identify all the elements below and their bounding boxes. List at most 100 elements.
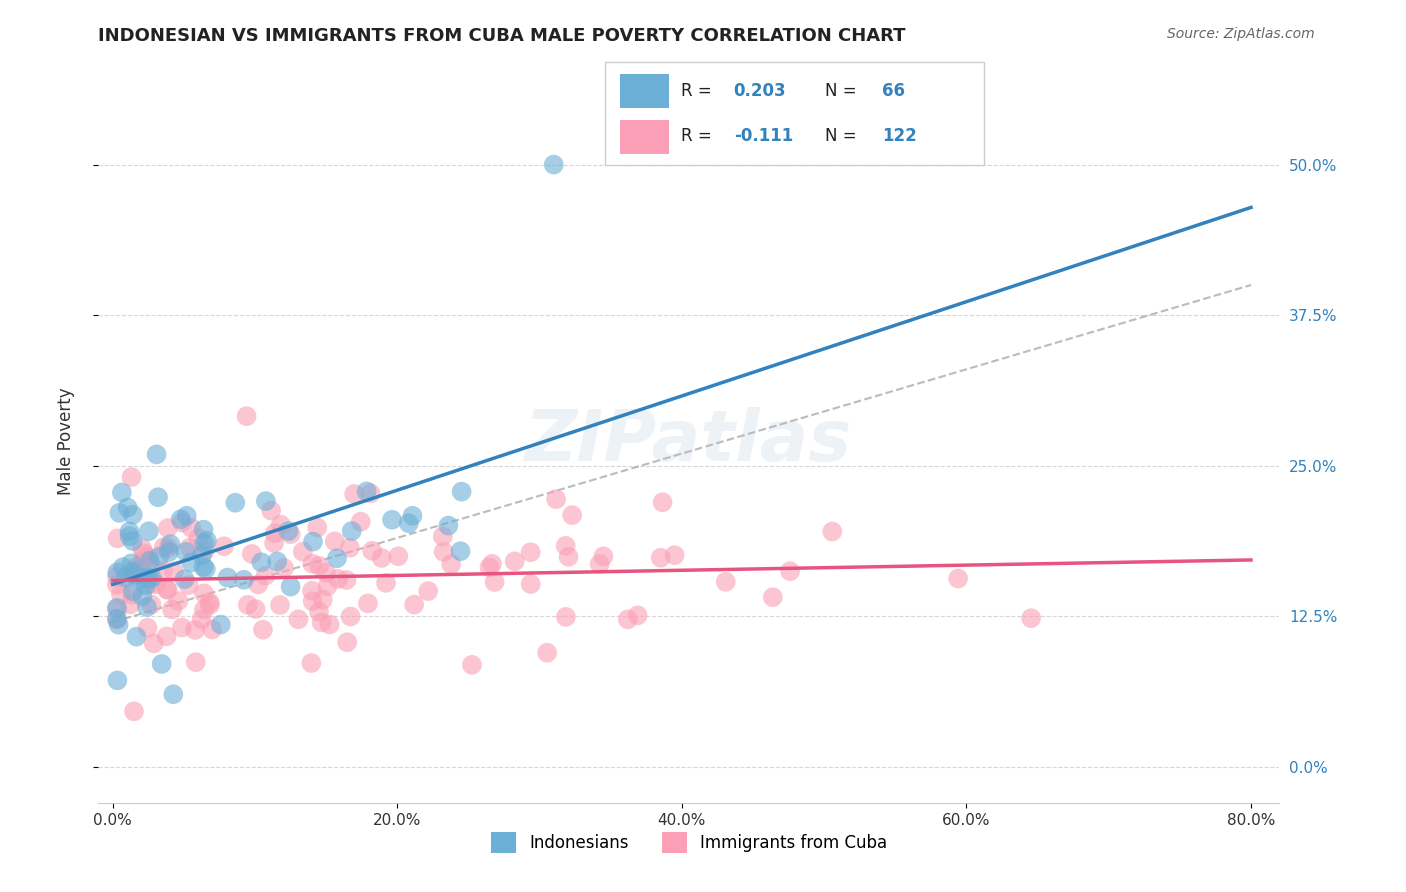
Immigrants from Cuba (592, 549, 614, 564)
Immigrants from Cuba (554, 610, 576, 624)
Indonesians (180, 556, 202, 570)
Immigrants from Cuba (120, 598, 142, 612)
Indonesians (450, 544, 472, 558)
Immigrants from Cuba (184, 655, 207, 669)
Immigrants from Cuba (138, 577, 160, 591)
Immigrants from Cuba (190, 612, 212, 626)
Immigrants from Cuba (484, 574, 506, 589)
Text: 0.203: 0.203 (734, 82, 786, 100)
Indonesians (280, 580, 302, 594)
Immigrants from Cuba (263, 526, 285, 541)
Bar (620, 120, 669, 153)
Immigrants from Cuba (240, 547, 263, 561)
Text: -0.111: -0.111 (734, 128, 793, 145)
Indonesians (326, 551, 349, 566)
Immigrants from Cuba (121, 470, 143, 484)
Indonesians (138, 572, 160, 586)
Indonesians (124, 564, 146, 578)
Immigrants from Cuba (357, 596, 380, 610)
Immigrants from Cuba (125, 560, 148, 574)
Indonesians (121, 508, 143, 522)
Immigrants from Cuba (588, 557, 610, 571)
Immigrants from Cuba (779, 564, 801, 578)
Immigrants from Cuba (1019, 611, 1042, 625)
Immigrants from Cuba (184, 623, 207, 637)
Immigrants from Cuba (163, 564, 186, 578)
Legend: Indonesians, Immigrants from Cuba: Indonesians, Immigrants from Cuba (484, 826, 894, 860)
Immigrants from Cuba (273, 561, 295, 575)
Immigrants from Cuba (316, 579, 339, 593)
Immigrants from Cuba (308, 558, 330, 573)
Indonesians (159, 537, 181, 551)
Indonesians (174, 545, 197, 559)
Indonesians (105, 673, 128, 688)
Immigrants from Cuba (107, 532, 129, 546)
Immigrants from Cuba (270, 517, 292, 532)
Immigrants from Cuba (433, 545, 456, 559)
Indonesians (114, 570, 136, 584)
Immigrants from Cuba (301, 557, 323, 571)
Indonesians (136, 599, 159, 614)
Indonesians (145, 447, 167, 461)
Indonesians (217, 570, 239, 584)
Indonesians (136, 571, 159, 585)
Immigrants from Cuba (308, 605, 330, 619)
Indonesians (437, 518, 460, 533)
Immigrants from Cuba (287, 612, 309, 626)
Indonesians (118, 529, 141, 543)
Immigrants from Cuba (236, 598, 259, 612)
Indonesians (193, 536, 215, 550)
Y-axis label: Male Poverty: Male Poverty (56, 388, 75, 495)
Indonesians (141, 571, 163, 585)
Immigrants from Cuba (361, 543, 384, 558)
Indonesians (124, 568, 146, 582)
Indonesians (224, 496, 246, 510)
Immigrants from Cuba (762, 591, 785, 605)
Immigrants from Cuba (627, 608, 650, 623)
Immigrants from Cuba (152, 563, 174, 577)
Indonesians (111, 560, 134, 574)
Immigrants from Cuba (194, 543, 217, 558)
Immigrants from Cuba (301, 583, 323, 598)
Immigrants from Cuba (280, 527, 302, 541)
Indonesians (139, 554, 162, 568)
Immigrants from Cuba (254, 568, 277, 582)
Immigrants from Cuba (561, 508, 583, 523)
Immigrants from Cuba (212, 539, 235, 553)
Immigrants from Cuba (131, 541, 153, 556)
Indonesians (209, 617, 232, 632)
Immigrants from Cuba (335, 573, 357, 587)
Immigrants from Cuba (160, 602, 183, 616)
Immigrants from Cuba (142, 636, 165, 650)
Indonesians (105, 611, 128, 625)
Immigrants from Cuba (650, 550, 672, 565)
Immigrants from Cuba (651, 495, 673, 509)
Indonesians (134, 571, 156, 585)
Indonesians (173, 572, 195, 586)
Indonesians (138, 524, 160, 539)
Indonesians (134, 578, 156, 592)
Indonesians (195, 533, 218, 548)
Indonesians (107, 617, 129, 632)
Immigrants from Cuba (235, 409, 257, 424)
Immigrants from Cuba (339, 541, 361, 555)
Immigrants from Cuba (193, 602, 215, 616)
Immigrants from Cuba (370, 551, 392, 566)
Immigrants from Cuba (139, 559, 162, 574)
Immigrants from Cuba (167, 594, 190, 608)
Indonesians (254, 494, 277, 508)
Immigrants from Cuba (418, 584, 440, 599)
Immigrants from Cuba (179, 541, 201, 555)
Indonesians (118, 524, 141, 539)
Immigrants from Cuba (318, 617, 340, 632)
Immigrants from Cuba (172, 516, 194, 530)
Indonesians (398, 516, 420, 531)
Immigrants from Cuba (170, 620, 193, 634)
Immigrants from Cuba (343, 487, 366, 501)
Indonesians (131, 589, 153, 603)
Immigrants from Cuba (301, 594, 323, 608)
Immigrants from Cuba (180, 521, 202, 535)
Immigrants from Cuba (121, 565, 143, 579)
Immigrants from Cuba (156, 582, 179, 596)
Immigrants from Cuba (519, 577, 541, 591)
